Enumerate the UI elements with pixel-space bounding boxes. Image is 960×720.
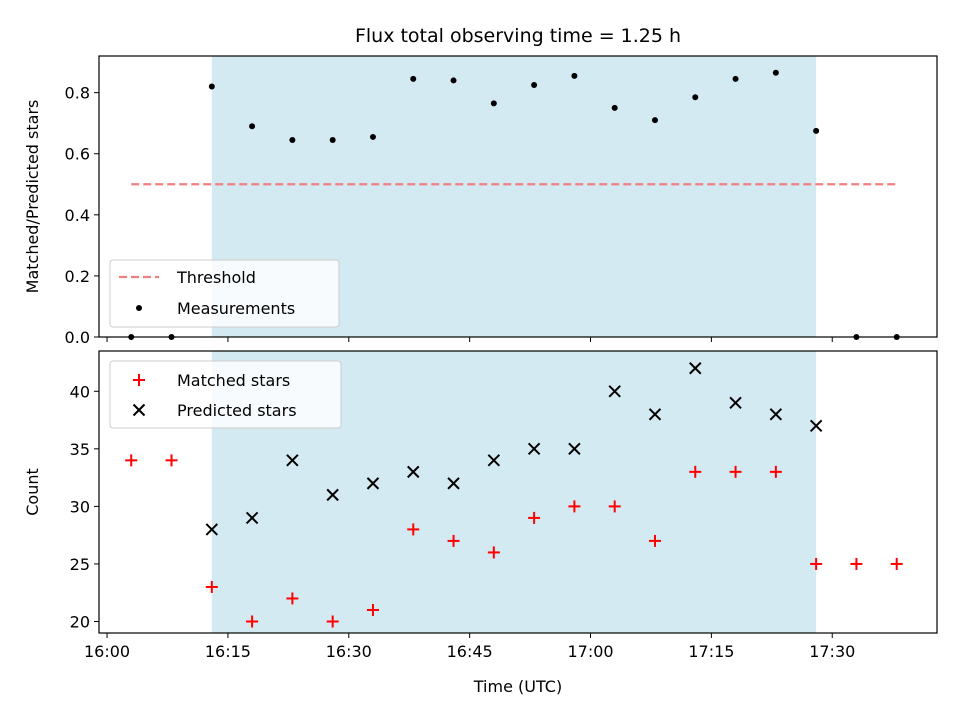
bottom-panel: 16:00 16:15 16:30 16:45 17:00 17:15 17:30 20 25 3…	[23, 350, 938, 696]
matched-star-point	[648, 534, 661, 547]
top-panel: 0.0 0.2 0.4 0.6 0.8 Matched/Predicted stars Th…	[23, 55, 938, 347]
bottom-y-tick-label: 30	[70, 497, 90, 516]
top-y-tick-label: 0.4	[65, 206, 90, 225]
matched-star-point	[729, 465, 742, 478]
matched-star-point	[810, 557, 823, 570]
x-axis-title: Time (UTC)	[473, 677, 562, 696]
legend-predicted-label: Predicted stars	[177, 401, 297, 420]
matched-star-point	[205, 580, 218, 593]
bottom-plot-frame	[98, 350, 938, 634]
bottom-x-tick-label: 16:30	[326, 642, 372, 661]
measurement-point	[692, 94, 699, 101]
predicted-star-point	[447, 477, 460, 490]
top-y-tick-label: 0.8	[65, 84, 90, 103]
predicted-star-point	[205, 523, 219, 536]
measurement-point	[531, 82, 538, 89]
legend-matched-label: Matched stars	[177, 371, 290, 390]
measurement-point	[813, 127, 820, 134]
bottom-y-axis-title: Count	[23, 468, 42, 516]
matched-star-point	[286, 592, 299, 605]
top-legend: Threshold Measurements	[109, 259, 340, 328]
matched-star-point	[890, 557, 903, 570]
top-y-tick-label: 0.0	[65, 328, 90, 347]
bottom-y-tick-label: 20	[70, 612, 90, 631]
predicted-star-point	[286, 454, 299, 467]
bottom-y-tick-label: 35	[70, 440, 90, 459]
bottom-legend: Matched stars Predicted stars	[109, 360, 342, 429]
matched-star-point	[528, 511, 541, 524]
measurement-point	[732, 75, 739, 82]
bottom-y-tick-label: 25	[70, 555, 90, 574]
matched-star-point	[689, 465, 702, 478]
predicted-star-point	[608, 385, 621, 398]
matched-star-point	[407, 523, 420, 536]
matched-star-point	[366, 603, 379, 616]
bottom-x-tick-label: 17:30	[809, 642, 855, 661]
matched-star-point	[487, 546, 500, 559]
top-y-tick-label: 0.6	[65, 145, 90, 164]
matched-star-point	[246, 615, 259, 628]
measurement-point	[208, 83, 215, 90]
matched-star-point	[125, 454, 138, 467]
measurement-point	[329, 136, 336, 143]
measurement-point	[490, 100, 497, 107]
matched-star-point	[769, 465, 782, 478]
matched-star-point	[326, 615, 339, 628]
bottom-y-tick-label: 40	[70, 382, 90, 401]
bottom-x-tick-label: 16:15	[205, 642, 251, 661]
measurement-point	[772, 69, 779, 76]
predicted-star-point	[326, 488, 339, 502]
legend-threshold-label: Threshold	[176, 268, 256, 287]
bottom-x-tick-label: 17:15	[688, 642, 734, 661]
predicted-star-point	[769, 408, 783, 421]
predicted-star-point	[245, 511, 259, 525]
predicted-star-point	[809, 419, 823, 433]
measurement-point	[611, 104, 618, 111]
matched-star-point	[165, 454, 178, 467]
matched-star-point	[608, 500, 621, 513]
measurement-point	[369, 133, 376, 140]
measurement-point	[289, 136, 296, 143]
measurement-point	[571, 72, 578, 79]
bottom-x-tick-label: 16:45	[447, 642, 493, 661]
measurement-point	[410, 75, 417, 82]
measurement-point	[450, 77, 457, 84]
predicted-star-point	[568, 442, 581, 456]
predicted-star-point	[648, 408, 662, 421]
top-plot-frame	[98, 55, 938, 338]
measurement-point	[249, 123, 256, 130]
top-legend-box	[109, 259, 340, 328]
matched-star-point	[568, 500, 581, 513]
bottom-x-tick-label: 16:00	[84, 642, 130, 661]
measurement-point	[651, 117, 658, 124]
predicted-star-point	[487, 454, 501, 467]
legend-measurements-label: Measurements	[177, 299, 295, 318]
matched-star-point	[447, 534, 460, 547]
bottom-x-tick-label: 17:00	[567, 642, 613, 661]
predicted-star-point	[689, 362, 702, 375]
predicted-star-point	[407, 465, 420, 479]
legend-matched-swatch	[133, 374, 145, 386]
top-y-tick-label: 0.2	[65, 267, 90, 286]
legend-measurements-swatch	[136, 305, 142, 311]
bottom-legend-box	[109, 360, 342, 429]
legend-predicted-swatch	[132, 403, 146, 417]
chart-title: Flux total observing time = 1.25 h	[355, 25, 681, 47]
predicted-star-point	[366, 477, 380, 490]
matched-star-point	[850, 557, 863, 570]
predicted-star-point	[527, 442, 541, 456]
predicted-star-point	[729, 396, 742, 410]
top-y-axis-title: Matched/Predicted stars	[23, 100, 42, 294]
